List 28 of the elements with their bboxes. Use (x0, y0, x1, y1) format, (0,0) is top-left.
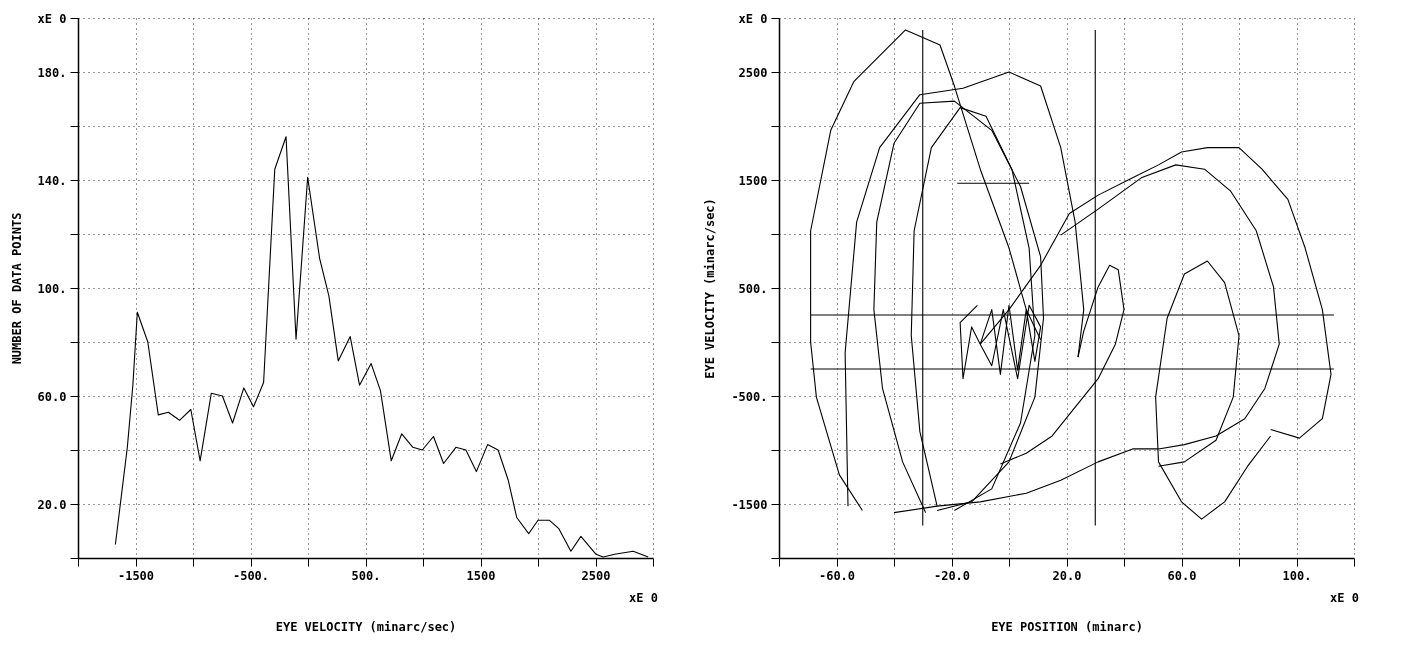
x-tick-label: 500. (351, 568, 381, 583)
y-tick-label: -500. (731, 389, 768, 404)
x-tick-label: 2500 (581, 568, 611, 583)
y-tick-label: 20.0 (37, 497, 67, 512)
x-tick-label: -1500 (117, 568, 155, 583)
y-tick-label: 140. (37, 173, 67, 188)
text: xE 0 (1330, 591, 1359, 605)
x-axis-title: EYE VELOCITY (minarc/sec) (275, 619, 457, 634)
x-tick-label: 100. (1282, 568, 1312, 583)
y-tick-label: 100. (37, 281, 67, 296)
x-tick-label: 1500 (466, 568, 496, 583)
x-tick-label: 60.0 (1167, 568, 1197, 583)
y-tick-label: xE 0 (738, 11, 768, 26)
y-tick-label: 500. (738, 281, 768, 296)
x-tick-label: 20.0 (1052, 568, 1082, 583)
x-tick-label: -20.0 (933, 568, 971, 583)
y-tick-label: 180. (37, 65, 67, 80)
y-tick-label: 2500 (738, 65, 768, 80)
y-tick-label: xE 0 (37, 11, 67, 26)
y-tick-label: -1500 (731, 497, 768, 512)
x-tick-label: -500. (232, 568, 270, 583)
y-axis-title: NUMBER OF DATA POINTS (9, 212, 24, 365)
x-tick-label: -60.0 (818, 568, 856, 583)
x-axis-title: EYE POSITION (minarc) (991, 619, 1143, 634)
text: xE 0 (629, 591, 658, 605)
y-tick-label: 1500 (738, 173, 768, 188)
y-tick-label: 60.0 (37, 389, 67, 404)
y-axis-title: EYE VELOCITY (minarc/sec) (703, 198, 718, 379)
